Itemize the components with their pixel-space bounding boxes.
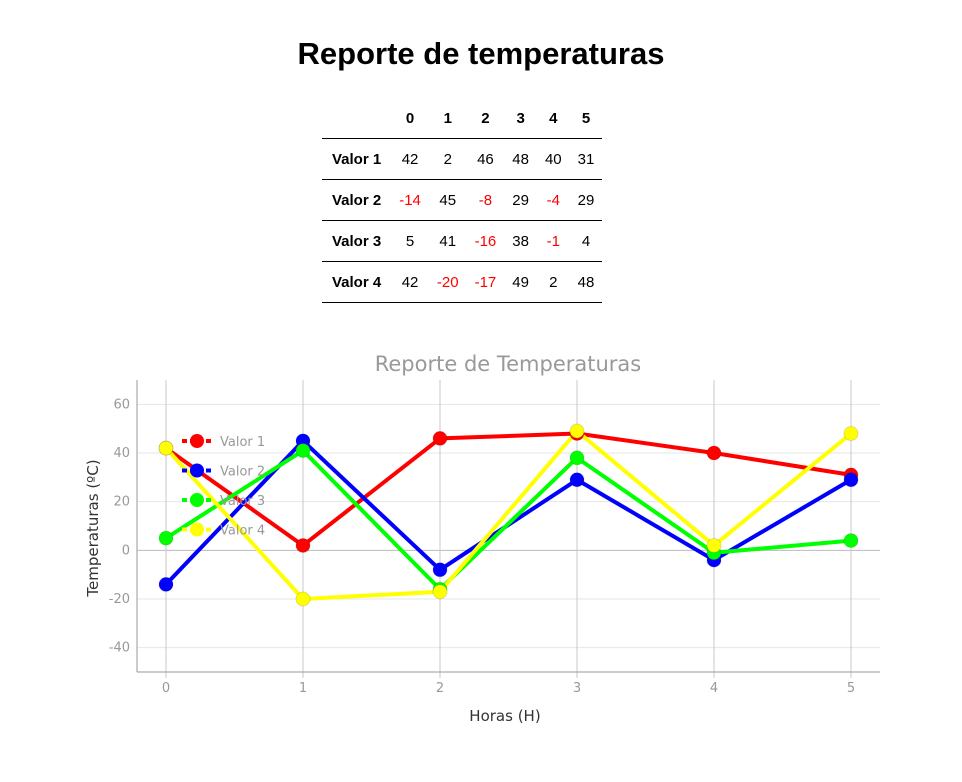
table-cell: -16 [466, 220, 505, 262]
row-label: Valor 4 [322, 261, 392, 303]
y-axis-label: Temperaturas (ºC) [84, 459, 102, 597]
temperature-table: 0 1 2 3 4 5 Valor 1 42 2 46 48 40 31 Val… [322, 98, 603, 303]
table-cell: -20 [428, 261, 467, 303]
table-row: Valor 2 -14 45 -8 29 -4 29 [322, 179, 603, 221]
table-cell: -1 [536, 220, 570, 262]
table-row: Valor 3 5 41 -16 38 -1 4 [322, 220, 603, 262]
table-row: Valor 1 42 2 46 48 40 31 [322, 138, 603, 180]
x-tick-label: 3 [573, 681, 581, 696]
legend-label: Valor 4 [220, 524, 265, 539]
column-header: 1 [443, 109, 452, 127]
table-corner-cell [322, 98, 391, 139]
chart-axes: -40 -20 0 20 40 60 0 1 2 3 4 5 [109, 380, 880, 696]
x-tick-label: 4 [710, 681, 718, 696]
table-cell: 2 [428, 138, 467, 180]
table-cell: 29 [569, 179, 603, 221]
x-tick-label: 5 [847, 681, 855, 696]
series-line-3 [164, 448, 852, 592]
table-cell: 49 [504, 261, 537, 303]
page-title: Reporte de temperaturas [297, 36, 665, 71]
x-tick-label: 0 [162, 681, 170, 696]
table-row: Valor 4 42 -20 -17 49 2 48 [322, 261, 603, 303]
series-line-4 [164, 429, 853, 601]
table-cell: 4 [569, 220, 603, 262]
chart-legend: Valor 1 Valor 2 Valor 3 Valor 4 [182, 434, 265, 539]
table-cell: 2 [536, 261, 570, 303]
legend-marker [190, 493, 204, 507]
temperature-line-chart: Reporte de Temperaturas -40 -20 0 20 40 60 0 1 2… [84, 352, 880, 725]
x-tick-label: 1 [299, 681, 307, 696]
series-point-1 [432, 430, 448, 446]
table-cell: 5 [391, 220, 429, 262]
table-cell: 45 [428, 179, 467, 221]
series-point-4 [158, 440, 174, 456]
series-point-3 [295, 443, 311, 459]
series-point-2 [158, 576, 174, 592]
y-tick-label: 40 [113, 446, 130, 461]
table-cell: 38 [504, 220, 537, 262]
legend-marker [190, 463, 204, 478]
table-cell: 40 [536, 138, 570, 180]
y-tick-label: 60 [113, 397, 130, 412]
y-tick-label: 20 [113, 495, 130, 510]
y-tick-label: -40 [109, 641, 130, 656]
series-point-4 [295, 591, 311, 607]
series-point-4 [569, 423, 585, 439]
table-cell: 48 [504, 138, 537, 180]
row-label: Valor 2 [322, 179, 392, 221]
column-header: 2 [481, 109, 490, 127]
legend-label: Valor 2 [220, 465, 265, 480]
column-header: 5 [581, 109, 591, 127]
table-cell: 42 [391, 138, 429, 180]
y-tick-label: 0 [122, 543, 130, 558]
series-point-4 [432, 584, 448, 600]
series-point-2 [843, 472, 859, 488]
table-cell: -8 [466, 179, 505, 221]
table-cell: 48 [569, 261, 603, 303]
legend-label: Valor 1 [220, 435, 265, 450]
table-header-row: 0 1 2 3 4 5 [322, 98, 602, 139]
series-line-1 [164, 431, 852, 548]
series-point-1 [295, 537, 311, 553]
legend-marker [190, 522, 204, 537]
series-point-3 [158, 530, 174, 546]
column-header: 0 [405, 109, 415, 127]
series-point-1 [706, 445, 722, 461]
column-header: 3 [516, 109, 525, 127]
table-cell: 46 [466, 138, 505, 180]
table-cell: -4 [536, 179, 570, 221]
table-cell: 31 [569, 138, 603, 180]
x-tick-label: 2 [436, 681, 444, 696]
series-point-4 [843, 426, 859, 442]
y-tick-label: -20 [109, 592, 130, 607]
table-cell: 42 [391, 261, 429, 303]
chart-series [158, 423, 859, 607]
series-point-3 [843, 533, 859, 549]
series-point-4 [706, 537, 722, 553]
series-point-3 [569, 450, 585, 466]
chart-title: Reporte de Temperaturas [375, 352, 642, 376]
row-label: Valor 3 [322, 220, 392, 262]
series-point-2 [569, 472, 585, 488]
table-cell: 29 [504, 179, 537, 221]
x-axis-label: Horas (H) [469, 707, 540, 725]
table-cell: 41 [428, 220, 467, 262]
table-cell: -14 [391, 179, 429, 221]
legend-marker [190, 434, 204, 448]
row-label: Valor 1 [322, 138, 392, 180]
table-cell: -17 [466, 261, 505, 303]
column-header: 4 [549, 109, 558, 127]
legend-label: Valor 3 [220, 494, 265, 509]
series-point-2 [432, 562, 448, 578]
